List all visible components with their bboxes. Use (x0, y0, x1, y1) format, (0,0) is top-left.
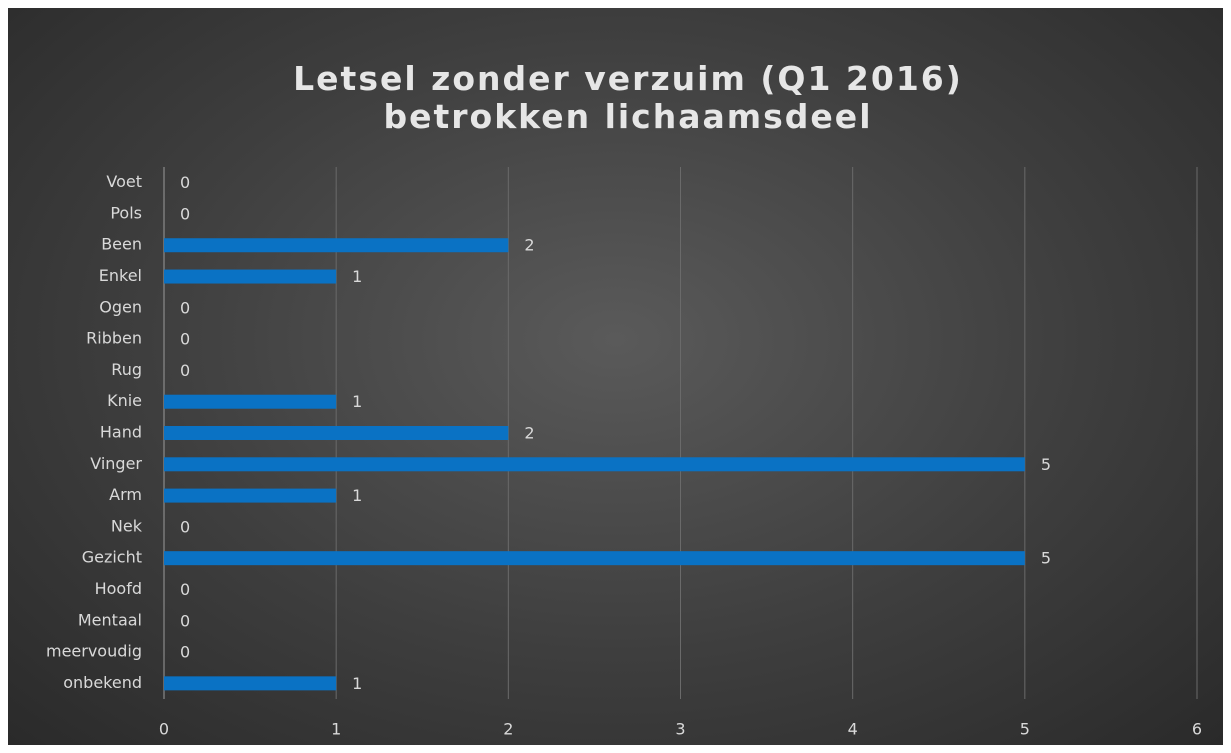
y-tick-label: Been (101, 235, 142, 254)
bar (164, 457, 1025, 472)
y-tick-label: Arm (109, 485, 142, 504)
y-tick-label: Enkel (99, 266, 142, 285)
bar (164, 238, 509, 253)
y-tick-label: meervoudig (46, 642, 142, 661)
y-tick-label: Ribben (86, 329, 142, 348)
data-label: 0 (180, 361, 190, 380)
data-label: 0 (180, 643, 190, 662)
data-label: 2 (524, 236, 534, 255)
data-label: 1 (352, 392, 362, 411)
y-tick-label: Vinger (90, 454, 142, 473)
y-tick-label: Knie (107, 391, 142, 410)
y-tick-label: Pols (110, 203, 142, 222)
y-tick-label: Rug (111, 360, 142, 379)
data-label: 0 (180, 298, 190, 317)
y-tick-label: Nek (111, 516, 143, 535)
y-tick-label: Hand (100, 423, 142, 442)
y-tick-label: Gezicht (82, 548, 142, 567)
x-tick-label: 0 (159, 720, 169, 739)
bar (164, 488, 337, 503)
data-label: 1 (352, 486, 362, 505)
y-tick-label: onbekend (63, 673, 142, 692)
data-label: 0 (180, 611, 190, 630)
bar (164, 426, 509, 440)
bar (164, 269, 337, 284)
data-label: 5 (1041, 549, 1051, 568)
data-label: 5 (1041, 455, 1051, 474)
bar (164, 676, 337, 691)
data-label: 0 (180, 330, 190, 349)
chart-title: Letsel zonder verzuim (Q1 2016) betrokke… (293, 59, 963, 136)
y-tick-label: Ogen (99, 297, 142, 316)
chart: 0 1 2 3 4 5 6 Voet 0 Pols 0 Been 2 Enkel 1 Ogen 0 Ribben 0… (8, 8, 1223, 745)
x-tick-label: 3 (675, 720, 685, 739)
data-label: 0 (180, 204, 190, 223)
x-tick-label: 1 (331, 720, 341, 739)
data-label: 0 (180, 517, 190, 536)
x-tick-label: 5 (1020, 720, 1030, 739)
bar (164, 394, 337, 409)
x-tick-label: 4 (848, 720, 858, 739)
bar (164, 551, 1025, 566)
y-tick-label: Hoofd (95, 579, 142, 598)
data-label: 0 (180, 580, 190, 599)
data-label: 2 (524, 424, 534, 443)
x-tick-label: 2 (503, 720, 513, 739)
data-label: 0 (180, 173, 190, 192)
x-tick-label: 6 (1192, 720, 1202, 739)
y-tick-label: Mentaal (78, 610, 142, 629)
data-label: 1 (352, 674, 362, 693)
plot: 0 1 2 3 4 5 6 Voet 0 Pols 0 Been 2 Enkel 1 Ogen 0 Ribben 0… (46, 167, 1202, 739)
data-label: 1 (352, 267, 362, 286)
y-tick-label: Voet (106, 172, 142, 191)
